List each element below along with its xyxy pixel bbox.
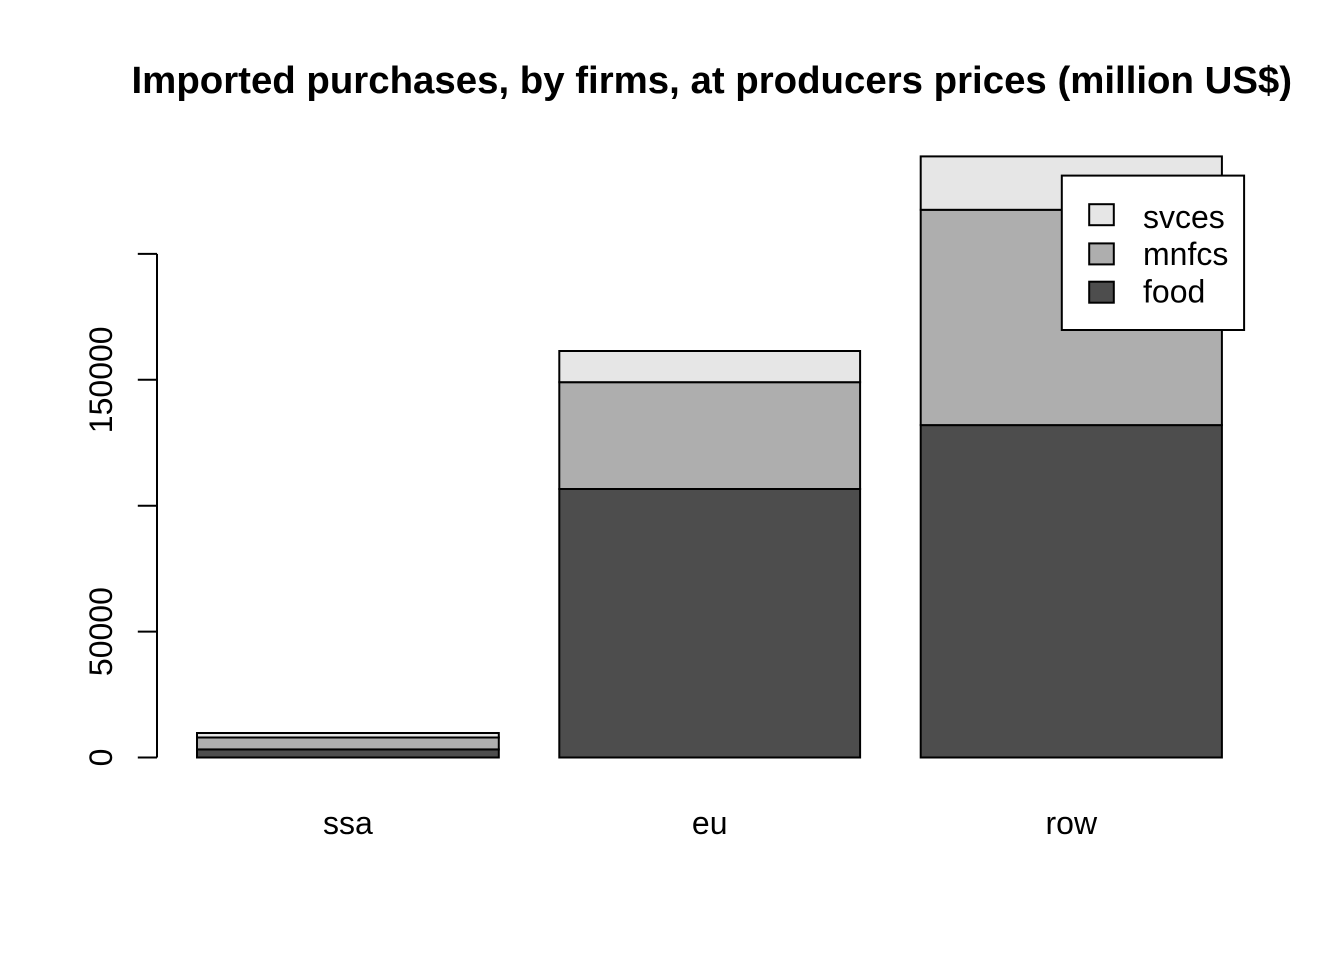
svg-text:mnfcs: mnfcs [1143,236,1228,272]
svg-text:svces: svces [1143,199,1225,235]
svg-text:0: 0 [83,749,119,767]
svg-text:ssa: ssa [323,805,373,841]
svg-text:150000: 150000 [83,326,119,433]
svg-text:food: food [1143,274,1205,310]
svg-text:row: row [1046,805,1098,841]
svg-text:50000: 50000 [83,587,119,676]
svg-text:eu: eu [692,805,728,841]
svg-text:Imported purchases, by firms,: Imported purchases, by firms, at produce… [132,59,1293,102]
